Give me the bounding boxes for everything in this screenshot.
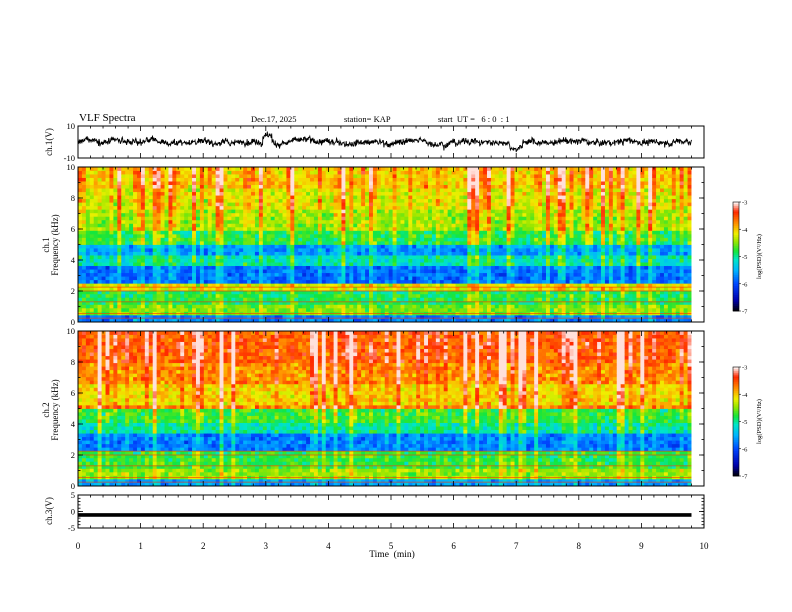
ch1-spectrogram-ytick-label: 6 [71, 224, 75, 234]
ch3-panel: 5 0 -5 [68, 490, 704, 533]
time-tick-label: 2 [201, 541, 206, 551]
time-axis-label: Time (min) [369, 549, 415, 560]
time-tick-label: 3 [264, 541, 269, 551]
ch1-spectrogram-cells [78, 167, 692, 322]
vlf-figure: 10-10 0 2 4 6 8 10 0 2 4 6 8 10 5 0 -5 -3 -4 -5 -6 -7 log… [0, 0, 792, 612]
time-tick-label: 8 [577, 541, 582, 551]
ch2-spectrogram-ytick-label: 8 [71, 357, 75, 367]
colorbar-ch1-tick-label: -4 [742, 227, 748, 234]
ch3-ytick-label: -5 [68, 523, 75, 533]
ch3-ytick-label: 0 [71, 507, 75, 517]
colorbar-ch1-tick-label: -6 [742, 281, 748, 288]
time-tick-label: 7 [514, 541, 519, 551]
colorbar-ch1-label: log(PSD)(V²/Hz) [756, 234, 763, 279]
colorbar-ch2-tick-label: -7 [742, 474, 748, 481]
ch3-trace-line [78, 513, 691, 517]
ch1-voltage-label: ch.1(V) [44, 128, 54, 156]
ch1-waveform-line [78, 132, 692, 153]
colorbar-ch1: -3 -4 -5 -6 -7 log(PSD)(V²/Hz) [733, 200, 763, 316]
ch2-spectrogram-cells [78, 331, 692, 486]
ch2-spectrogram-ytick-label: 2 [71, 450, 75, 460]
ch1-waveform-ytick-label: 10 [67, 121, 76, 131]
ch2-spectrogram-ytick-label: 10 [67, 326, 76, 336]
ch1-spectrogram-ytick-label: 2 [71, 286, 75, 296]
ch1-spectrogram-ytick-label: 10 [67, 162, 76, 172]
colorbar-ch2-tick-label: -4 [742, 392, 748, 399]
time-tick-label: 10 [700, 541, 710, 551]
colorbar-ch1-tick-label: -3 [742, 200, 747, 207]
time-tick-label: 9 [639, 541, 644, 551]
colorbar-ch2: -3 -4 -5 -6 -7 log(PSD)(V²/Hz) [733, 365, 763, 481]
time-tick-label: 6 [451, 541, 456, 551]
time-tick-label: 1 [138, 541, 143, 551]
colorbar-ch1-tick-label: -5 [742, 254, 747, 261]
ch2-spectrogram-ytick-label: 4 [71, 419, 76, 429]
ch3-ytick-label: 5 [71, 490, 75, 500]
time-tick-label: 0 [76, 541, 81, 551]
ch1-spectrogram-ytick-label: 8 [71, 193, 75, 203]
ch1-frequency-label: Frequency (kHz) [50, 214, 60, 275]
ch2-frequency-label: Frequency (kHz) [50, 379, 60, 440]
colorbar-ch1-tick-label: -7 [742, 309, 748, 316]
colorbar-ch2-label: log(PSD)(V²/Hz) [756, 399, 763, 444]
time-tick-label: 4 [326, 541, 331, 551]
colorbar-ch2-tick-label: -3 [742, 365, 747, 372]
ch2-spectrogram-ytick-label: 6 [71, 388, 75, 398]
ch3-voltage-label: ch.3(V) [44, 497, 54, 525]
colorbar-ch2-tick-label: -6 [742, 446, 748, 453]
ch1-spectrogram-ytick-label: 4 [71, 255, 76, 265]
colorbar-ch2-tick-label: -5 [742, 419, 747, 426]
ch1-waveform-panel: 10-10 [64, 121, 704, 163]
